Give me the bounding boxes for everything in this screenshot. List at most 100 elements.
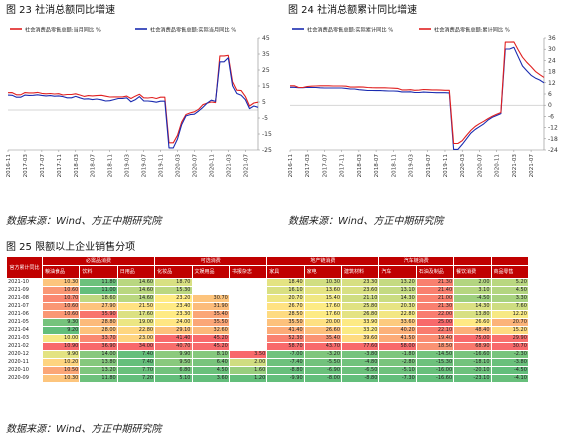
heat-cell: 9.20 — [41, 326, 81, 335]
heat-cell: 33.20 — [341, 326, 380, 335]
heat-cell: 35.90 — [79, 310, 118, 319]
row-date: 2021-08 — [6, 294, 43, 303]
column-header: 饮料 — [79, 265, 118, 279]
heat-cell: 10.30 — [41, 278, 81, 287]
heat-cell: 20.00 — [303, 318, 343, 327]
heat-cell: 19.40 — [415, 334, 455, 343]
heat-cell: 48.40 — [453, 326, 492, 335]
row-date: 2021-10 — [6, 278, 43, 287]
fig25-title: 图 25 限额以上企业销售分项 — [6, 242, 136, 253]
heat-cell: 32.60 — [191, 326, 230, 335]
heat-cell: 41.40 — [154, 334, 193, 343]
x-tick-label: 2018-11 — [391, 154, 397, 178]
heat-cell: 10.60 — [41, 302, 81, 311]
y-tick-label: 0 — [548, 102, 552, 109]
heat-cell: 3.10 — [453, 286, 492, 295]
heat-cell: 22.80 — [378, 310, 417, 319]
x-tick-label: 2017-07 — [40, 154, 46, 178]
heat-cell: -6.90 — [303, 366, 343, 375]
heat-cell: 28.50 — [266, 310, 305, 319]
heat-cell: 18.60 — [79, 294, 118, 303]
heat-cell: 41.50 — [378, 334, 417, 343]
column-header: 日用品 — [116, 265, 156, 279]
heat-cell: 20.70 — [490, 318, 528, 327]
heat-cell: 22.10 — [415, 326, 455, 335]
heat-cell: 22.00 — [415, 310, 455, 319]
chart-retail-sales-cumulative-yoy: 社会消费品零售总额:实际累计同比 % 社会消费品零售总额:累计同比 % -24 -18… — [288, 26, 558, 178]
column-header: 粮油食品 — [41, 265, 81, 279]
fig24-title: 图 24 社消总额累计同比增速 — [288, 5, 418, 16]
heat-cell: -5.50 — [303, 358, 343, 367]
heat-cell: 24.00 — [154, 318, 193, 327]
heat-cell: 9.30 — [41, 318, 81, 327]
heat-cell: -8.00 — [303, 374, 343, 383]
column-header: 文娱用品 — [191, 265, 230, 279]
y-tick-label: 5 — [262, 99, 266, 106]
series-line — [7, 54, 259, 144]
x-tick-label: 2019-07 — [142, 154, 148, 178]
x-tick-label: 2018-03 — [357, 154, 363, 178]
heat-cell: -14.50 — [415, 350, 455, 359]
heat-cell: 75.00 — [453, 334, 492, 343]
y-tick-label: -6 — [548, 113, 554, 120]
x-tick-label: 2017-07 — [322, 154, 328, 178]
heat-cell: 52.30 — [266, 334, 305, 343]
y-tick-label: -5 — [262, 115, 268, 122]
column-group-header: 必需品消费 — [41, 256, 156, 266]
table-row: 2021-05 9.30 28.80 19.00 24.00 35.50 35.50 20.0… — [6, 318, 528, 327]
fig23-source: 数据来源：Wind、方正中期研究院 — [6, 216, 162, 227]
heat-cell: 26.60 — [453, 318, 492, 327]
heat-cell: -16.00 — [415, 366, 455, 375]
table-row: 2021-10 10.30 11.80 14.60 18.70 18.40 10.30 23.… — [6, 278, 528, 287]
table-row: 2020-11 10.20 13.80 7.40 9.50 6.40 2.00 -7.40 -5… — [6, 358, 528, 367]
x-tick-label: 2017-11 — [57, 154, 63, 178]
heat-cell: 11.00 — [79, 286, 118, 295]
heat-cell: 13.80 — [79, 358, 118, 367]
heat-cell: 21.30 — [415, 302, 455, 311]
heat-cell: 13.80 — [453, 310, 492, 319]
fig24-source: 数据来源：Wind、方正中期研究院 — [288, 216, 444, 227]
x-tick-label: 2019-11 — [443, 154, 449, 178]
heat-cell: 3.30 — [490, 294, 528, 303]
heat-cell: 25.80 — [341, 302, 380, 311]
heat-cell: 77.60 — [341, 342, 380, 351]
heat-cell: 5.20 — [490, 278, 528, 287]
heat-cell: -20.10 — [453, 366, 492, 375]
row-date: 2021-04 — [6, 326, 43, 335]
y-tick-label: -25 — [262, 147, 272, 154]
heat-cell: 9.50 — [154, 358, 193, 367]
heat-cell: 58.70 — [266, 342, 305, 351]
heat-cell: 13.20 — [79, 366, 118, 375]
row-date: 2021-09 — [6, 286, 43, 295]
heat-cell: -7.40 — [266, 358, 305, 367]
heat-cell: 41.40 — [266, 326, 305, 335]
series-line — [7, 57, 259, 149]
heat-cell — [228, 294, 268, 303]
heat-cell: 23.60 — [341, 286, 380, 295]
heat-cell: -4.80 — [341, 358, 380, 367]
x-tick-label: 2019-03 — [125, 154, 131, 178]
heat-cell: 33.90 — [341, 318, 380, 327]
y-tick-label: 35 — [262, 51, 270, 58]
y-tick-label: 18 — [548, 69, 556, 76]
heat-cell: 28.80 — [79, 318, 118, 327]
column-group-header: 地产链消费 — [266, 256, 380, 266]
heat-cell: 13.20 — [378, 278, 417, 287]
y-tick-label: 12 — [548, 80, 556, 87]
column-header: 家具 — [266, 265, 305, 279]
heat-cell: -2.30 — [490, 350, 528, 359]
table-row: 2021-09 10.60 11.00 14.60 15.30 16.10 13.60 23.… — [6, 286, 528, 295]
heat-cell: 34.00 — [116, 342, 156, 351]
heat-cell: 2.00 — [453, 278, 492, 287]
heat-cell: 5.10 — [154, 374, 193, 383]
heat-cell: 10.30 — [41, 374, 81, 383]
sales-breakdown-heatmap: 官方累计同比 必需品消费 可选消费 地产链消费 汽车链消费 粮油食品 饮料 日用品 化妆品 文娱用… — [6, 256, 528, 383]
heat-cell: 4.50 — [191, 366, 230, 375]
table-row: 2021-03 10.00 33.70 23.00 41.40 45.20 52.30 35.… — [6, 334, 528, 343]
heat-cell: 15.40 — [303, 294, 343, 303]
heat-cell: 21.30 — [415, 278, 455, 287]
y-tick-label: 45 — [262, 35, 270, 42]
heat-cell: 7.60 — [490, 302, 528, 311]
heat-cell: 13.60 — [303, 286, 343, 295]
row-date: 2021-07 — [6, 302, 43, 311]
